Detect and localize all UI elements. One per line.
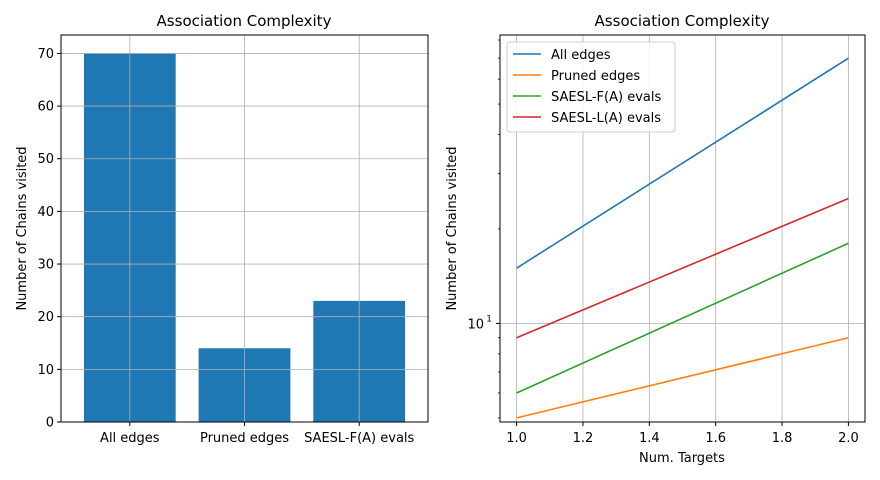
line-x-ticks: 1.0 1.2 1.4 1.6 1.8 2.0 bbox=[506, 422, 859, 446]
legend-label: All edges bbox=[551, 48, 611, 63]
bar-y-tick-label: 30 bbox=[37, 258, 54, 273]
legend-label: SAESL-L(A) evals bbox=[551, 111, 661, 126]
bar-x-tick-label: SAESL-F(A) evals bbox=[304, 431, 414, 446]
bar-chart: Association Complexity 0 10 20 30 40 50 60 70 A… bbox=[15, 12, 429, 446]
bar-x-tick-label: All edges bbox=[100, 431, 160, 446]
line-series bbox=[516, 57, 849, 269]
legend-label: Pruned edges bbox=[551, 69, 640, 84]
line-chart-title: Association Complexity bbox=[595, 12, 770, 30]
line-x-tick-label: 1.6 bbox=[705, 431, 726, 446]
bar-plot-frame bbox=[60, 34, 429, 423]
bar-y-tick-label: 50 bbox=[37, 152, 54, 167]
line-y-tick-label: 10 bbox=[467, 317, 484, 332]
line-x-tick-label: 1.0 bbox=[506, 431, 527, 446]
line-plot-frame bbox=[499, 34, 866, 423]
line-marks bbox=[516, 57, 849, 419]
bar-y-tick-label: 0 bbox=[46, 416, 54, 431]
line-legend: All edges Pruned edges SAESL-F(A) evals SAE… bbox=[506, 41, 676, 133]
line-x-axis-label: Num. Targets bbox=[639, 451, 725, 466]
legend-frame bbox=[506, 41, 676, 133]
line-x-tick-label: 1.8 bbox=[772, 431, 793, 446]
line-chart: Association Complexity 10 1 1.0 1.2 1.4 1.6 1… bbox=[445, 12, 866, 466]
bar-x-ticks: All edges Pruned edges SAESL-F(A) evals bbox=[100, 422, 415, 446]
line-x-tick-label: 1.4 bbox=[639, 431, 660, 446]
bar-chart-title: Association Complexity bbox=[157, 12, 332, 30]
bar-y-tick-label: 20 bbox=[37, 310, 54, 325]
line-y-ticks: 10 1 bbox=[467, 39, 500, 419]
bar-y-ticks: 0 10 20 30 40 50 60 70 bbox=[37, 47, 61, 431]
line-y-tick-exponent: 1 bbox=[486, 314, 492, 324]
bar-y-axis-label: Number of Chains visited bbox=[15, 146, 30, 310]
line-y-axis-label: Number of Chains visited bbox=[445, 146, 460, 310]
line-x-tick-label: 2.0 bbox=[838, 431, 859, 446]
bar-y-tick-label: 10 bbox=[37, 363, 54, 378]
line-series bbox=[516, 197, 849, 339]
line-series bbox=[516, 336, 849, 419]
line-x-tick-label: 1.2 bbox=[573, 431, 594, 446]
line-series bbox=[516, 242, 849, 394]
bar-x-tick-label: Pruned edges bbox=[200, 431, 289, 446]
bar-y-tick-label: 60 bbox=[37, 100, 54, 115]
bar-y-tick-label: 40 bbox=[37, 205, 54, 220]
legend-label: SAESL-F(A) evals bbox=[551, 90, 661, 105]
bar-y-tick-label: 70 bbox=[37, 47, 54, 62]
